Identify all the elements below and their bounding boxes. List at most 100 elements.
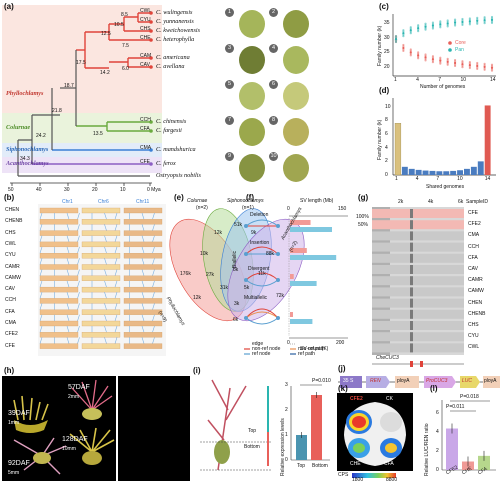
chromosome-block <box>81 309 121 315</box>
synteny-link <box>141 224 145 231</box>
g-pct: 100% <box>356 214 369 220</box>
f-bottom-tick: 0 <box>287 340 290 346</box>
c-ytick: 25 <box>384 49 390 56</box>
species-code: CAM <box>140 53 152 59</box>
shared-genomes-bar <box>464 168 470 175</box>
nut-photo <box>239 10 265 38</box>
nut-photo <box>283 154 309 182</box>
venn-value: 12k <box>193 295 202 301</box>
chromosome-block <box>81 286 121 293</box>
expression-bar <box>296 435 307 460</box>
chart-c <box>392 14 496 77</box>
backbone-branches <box>17 50 150 177</box>
sample-id: CHENB <box>468 310 486 317</box>
k-label: CFA <box>384 461 394 467</box>
synteny-link <box>77 235 80 242</box>
species-label: C. avellana <box>156 63 185 70</box>
f-legend: non-ref node <box>252 346 281 352</box>
coverage-gap <box>410 231 413 241</box>
j-box: ployA <box>397 378 410 384</box>
coverage-track <box>372 287 464 297</box>
chr-label: Chr1 <box>62 199 73 205</box>
sample-id: CFE <box>468 210 478 216</box>
coverage-gap <box>410 343 413 353</box>
f-legend: ref node <box>252 351 271 357</box>
chromosome-block <box>39 343 79 349</box>
j-box: 35 S <box>343 378 354 384</box>
photo-number: 3 <box>225 44 234 53</box>
sample-id: CAMW <box>468 288 484 295</box>
synteny-link <box>66 235 70 242</box>
f-group: Biallelic <box>232 251 238 268</box>
g-pct: 50% <box>358 222 369 228</box>
species-label: C. yunnanensis <box>156 18 194 25</box>
synteny-link <box>152 212 155 220</box>
synteny-row-label: CFE2 <box>5 331 18 338</box>
shared-genomes-bar <box>401 166 408 175</box>
synteny-link <box>114 325 118 333</box>
core-point <box>483 62 486 65</box>
synteny-row-label: CHENB <box>5 218 23 225</box>
synteny-link <box>77 224 80 231</box>
synteny-link <box>152 303 155 310</box>
j-box: REN <box>370 378 381 384</box>
chromosome-block <box>123 241 163 248</box>
coverage-track <box>372 309 464 319</box>
photo-number: 1 <box>225 8 234 17</box>
coverage-gap <box>410 242 413 252</box>
construct-diagram <box>338 376 500 388</box>
i-ytick: 1 <box>285 432 288 438</box>
f-legend: ref path <box>298 351 315 357</box>
h-label: 39DAF <box>8 410 30 417</box>
j-box: ployA <box>484 378 497 384</box>
photo-number: 5 <box>225 80 234 89</box>
photo-number: 9 <box>225 152 234 161</box>
synteny-link <box>104 246 107 254</box>
time-axis <box>10 182 152 186</box>
f-category: Deletion <box>250 212 269 218</box>
pan-point <box>483 16 486 19</box>
chromosome-block <box>39 286 79 293</box>
l-ytick: 0 <box>436 467 439 473</box>
d-ytick: 6 <box>385 131 388 138</box>
synteny-link <box>114 258 118 265</box>
species-label: C. ferox <box>156 160 176 167</box>
pan-point <box>409 26 412 29</box>
venn-value: 8k <box>233 267 239 273</box>
photo-number: 7 <box>225 116 234 125</box>
coverage-gap <box>410 309 413 319</box>
chromosome-block <box>123 253 163 259</box>
species-label: C. wulingensis <box>156 9 193 16</box>
g-tick: 2k <box>398 199 404 205</box>
chart-d <box>392 98 496 176</box>
sv-length-bar <box>290 274 294 279</box>
i-category: Top <box>297 463 306 469</box>
pan-point <box>446 19 449 22</box>
f-xlabel: SV count (K) <box>300 346 329 352</box>
k-cps-max: 8800 <box>386 477 398 482</box>
synteny-link <box>114 246 118 254</box>
chromosome-block <box>123 219 163 225</box>
pan-point <box>402 29 405 32</box>
pan-point <box>394 35 398 38</box>
species-code: CCH <box>140 117 151 123</box>
d-xtick: 4 <box>415 176 419 182</box>
nut-photo <box>239 82 265 110</box>
synteny-link <box>114 235 118 242</box>
d-ytick: 10 <box>385 103 391 110</box>
synteny-link <box>66 212 70 220</box>
nut-photo <box>283 10 309 38</box>
chromosome-block <box>81 230 121 236</box>
photo-number: 8 <box>269 116 278 125</box>
synteny-link <box>141 325 145 333</box>
sv-count-bar <box>290 319 313 324</box>
phyllochlamys-band-top <box>2 5 162 113</box>
synteny-link <box>104 269 107 276</box>
synteny-link <box>141 269 145 276</box>
core-point <box>424 53 427 56</box>
sv-count-bar <box>290 227 332 232</box>
node-age: 14.2 <box>100 70 110 76</box>
core-point <box>417 51 420 54</box>
chromosome-block <box>81 332 121 338</box>
node-age: 24.2 <box>36 133 46 139</box>
